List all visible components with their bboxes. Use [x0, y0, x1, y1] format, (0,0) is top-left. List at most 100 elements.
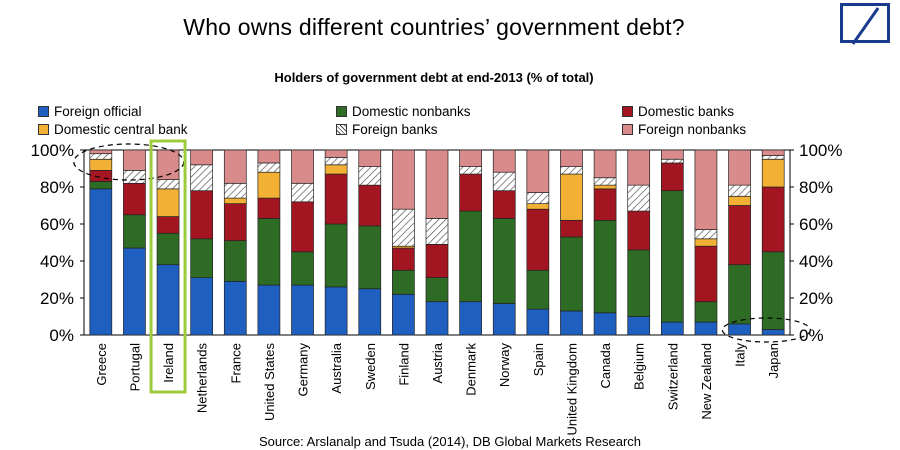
- bar-segment: [560, 173, 583, 221]
- bar-segment: [223, 203, 247, 241]
- bar-segment: [728, 323, 751, 336]
- bar-segment: [761, 251, 785, 330]
- bar-segment: [425, 301, 449, 336]
- bar-segment: [89, 181, 113, 190]
- y-tick-label-left: 100%: [31, 141, 74, 160]
- bar-segment: [291, 149, 314, 184]
- bar-segment: [492, 149, 516, 173]
- bar-segment: [660, 162, 684, 192]
- legend-swatch: [38, 124, 49, 135]
- bar-segment: [560, 310, 583, 336]
- bar-segment: [190, 149, 214, 166]
- bar-segment: [223, 182, 247, 199]
- bar-segment: [156, 216, 180, 234]
- bar-segment: [526, 192, 550, 205]
- bar-segment: [123, 170, 146, 184]
- x-category-label: Austria: [430, 342, 445, 383]
- bar-segment: [761, 149, 785, 156]
- bar-segment: [560, 236, 583, 312]
- legend-swatch: [336, 106, 347, 117]
- legend-swatch: [622, 106, 633, 117]
- legend-label: Domestic banks: [638, 104, 735, 119]
- bar-segment: [526, 308, 550, 336]
- bar-segment: [123, 149, 146, 171]
- bar-segment: [257, 171, 281, 199]
- bar-segment: [627, 184, 651, 212]
- bar-segment: [156, 149, 180, 180]
- x-category-label: Sweden: [363, 343, 378, 390]
- bar-segment: [459, 301, 482, 336]
- bar-segment: [392, 208, 415, 247]
- x-category-label: Italy: [733, 343, 748, 367]
- x-category-label: Belgium: [632, 343, 647, 390]
- bar-segment: [694, 245, 718, 303]
- bar-segment: [123, 182, 146, 216]
- bar-segment: [694, 321, 718, 336]
- bar-segment: [358, 288, 382, 336]
- source-note: Source: Arslanalp and Tsuda (2014), DB G…: [258, 434, 641, 449]
- bar-segment: [593, 219, 617, 314]
- bar-segment: [324, 223, 348, 288]
- bar-segment: [392, 149, 415, 210]
- bar-segment: [190, 190, 214, 240]
- y-tick-label-right: 80%: [799, 178, 833, 197]
- bar-segment: [392, 269, 415, 295]
- bar-segment: [257, 218, 281, 286]
- bar-segment: [627, 149, 651, 186]
- x-category-label: New Zealand: [699, 343, 714, 420]
- x-category-label: Netherlands: [195, 343, 210, 414]
- bar-segment: [425, 277, 449, 303]
- legend-label: Foreign official: [54, 104, 142, 119]
- bar-segment: [459, 166, 482, 175]
- bar-segment: [660, 190, 684, 323]
- bar-segment: [492, 218, 516, 304]
- deutsche-bank-logo-icon: [840, 3, 890, 45]
- bar-segment: [660, 321, 684, 336]
- x-category-label: Portugal: [127, 343, 142, 392]
- legend-label: Domestic central bank: [54, 122, 188, 137]
- bar-segment: [560, 219, 583, 238]
- y-tick-label-left: 80%: [40, 178, 74, 197]
- bar-segment: [123, 214, 146, 249]
- bar-segment: [593, 188, 617, 221]
- bar-segment: [89, 170, 113, 182]
- y-tick-label-left: 40%: [40, 252, 74, 271]
- bar-segment: [358, 225, 382, 290]
- bar-segment: [324, 149, 348, 158]
- italy-japan-highlight-ellipse: [721, 317, 811, 343]
- bar-segment: [223, 149, 247, 184]
- legend-swatch: [622, 124, 633, 135]
- bar-segment: [593, 184, 617, 190]
- bar-segment: [89, 153, 113, 160]
- ireland-highlight-box: [149, 139, 187, 394]
- bar-segment: [492, 303, 516, 336]
- bar-segment: [156, 179, 180, 190]
- bar-segment: [156, 188, 180, 217]
- bar-segment: [526, 208, 550, 271]
- bar-segment: [190, 238, 214, 279]
- bar-segment: [526, 269, 550, 310]
- x-category-label: Greece: [94, 343, 109, 386]
- bar-segment: [761, 329, 785, 336]
- bar-segment: [694, 301, 718, 323]
- bar-segment: [291, 251, 314, 286]
- bar-segment: [694, 238, 718, 247]
- page-title: Who owns different countries’ government…: [183, 14, 685, 40]
- bar-segment: [593, 149, 617, 179]
- bar-segment: [728, 184, 751, 197]
- bar-segment: [728, 149, 751, 186]
- y-tick-label-right: 100%: [799, 141, 842, 160]
- bar-segment: [156, 232, 180, 266]
- chart-subtitle: Holders of government debt at end-2013 (…: [274, 70, 594, 85]
- bar-segment: [425, 149, 449, 219]
- bar-segment: [627, 210, 651, 251]
- bar-segment: [89, 158, 113, 171]
- bar-segment: [257, 162, 281, 173]
- bar-segment: [392, 293, 415, 336]
- y-tick-label-right: 20%: [799, 289, 833, 308]
- x-category-label: Ireland: [161, 343, 176, 383]
- x-category-label: Australia: [329, 342, 344, 393]
- y-tick-label-left: 60%: [40, 215, 74, 234]
- bar-segment: [593, 312, 617, 336]
